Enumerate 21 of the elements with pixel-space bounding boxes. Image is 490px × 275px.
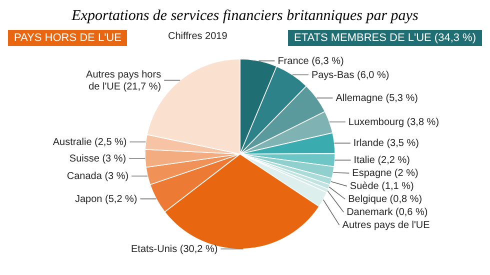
slice-label: Etats-Unis (30,2 %) [131, 243, 218, 254]
slice-label: Suède (1,1 %) [350, 180, 414, 192]
slice-label: Autres pays hors de l'UE (21,7 %) [86, 68, 162, 92]
text: ETATS MEMBRES DE L'UE (34,3 %) [288, 30, 482, 46]
slice-label: Suisse (3 %) [69, 152, 126, 164]
chart-title: Exportations de services financiers britanniques par pays [70, 8, 420, 25]
text: Chiffres 2019 [168, 31, 228, 42]
text: PAYS HORS DE L'UE [8, 30, 128, 46]
slice-label: Belgique (0,8 %) [348, 194, 422, 205]
slice-label: Pays-Bas (6,0 %) [311, 69, 390, 80]
slice-label: Allemagne (5,3 %) [336, 92, 418, 104]
slice-label: Irlande (3,5 %) [353, 138, 419, 149]
slice-label: Italie (2,2 %) [354, 154, 410, 166]
slice-label: Autres pays de l'UE [342, 220, 430, 231]
slice-label: Japon (5,2 %) [75, 193, 138, 204]
slice-label: Canada (3 %) [66, 170, 129, 182]
slice-label: Australie (2,5 %) [52, 136, 127, 148]
slice-label: Espagne (2 %) [352, 168, 418, 179]
slice-label: Luxembourg (3,8 %) [348, 116, 440, 128]
slice-label: France (6,3 %) [278, 55, 344, 66]
slice-label: Danemark (0,6 %) [346, 206, 428, 218]
